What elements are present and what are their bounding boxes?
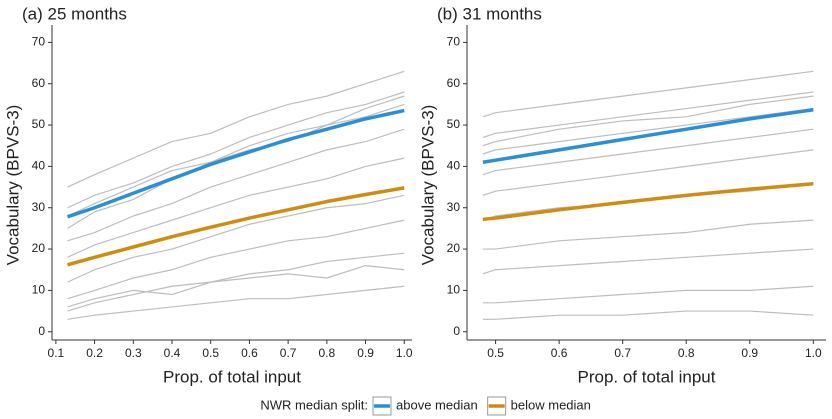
trajectory-line bbox=[482, 107, 814, 155]
fit-line bbox=[66, 108, 405, 219]
x-tick-label: 0.8 bbox=[678, 346, 695, 360]
trajectory-line bbox=[482, 310, 814, 320]
trajectory-line bbox=[67, 194, 405, 283]
trajectory-line bbox=[482, 219, 814, 250]
trajectory-line bbox=[482, 70, 814, 118]
y-tick-label: 10 bbox=[447, 283, 461, 297]
x-tick-label: 0.5 bbox=[202, 346, 219, 360]
y-tick-label: 60 bbox=[447, 76, 461, 90]
x-tick-label: 1.0 bbox=[396, 346, 413, 360]
trajectory-line bbox=[67, 157, 405, 258]
fit-line bbox=[482, 182, 814, 222]
x-tick-label: 0.3 bbox=[125, 346, 142, 360]
x-tick-label: 0.7 bbox=[614, 346, 631, 360]
x-tick-label: 0.6 bbox=[551, 346, 568, 360]
y-tick-label: 40 bbox=[447, 159, 461, 173]
trajectory-line bbox=[67, 285, 405, 320]
x-tick-label: 0.2 bbox=[86, 346, 103, 360]
y-tick-label: 40 bbox=[32, 159, 46, 173]
trajectory-line bbox=[67, 265, 405, 308]
y-tick-label: 20 bbox=[447, 241, 461, 255]
panel-title: (b) 31 months bbox=[437, 4, 542, 23]
x-tick-label: 0.1 bbox=[48, 346, 65, 360]
x-axis-label: Prop. of total input bbox=[163, 367, 301, 386]
fit-line bbox=[67, 186, 405, 267]
trajectory-line bbox=[67, 70, 405, 188]
trajectory-line bbox=[482, 248, 814, 275]
fit-line bbox=[482, 108, 814, 164]
panel-title: (a) 25 months bbox=[22, 4, 127, 23]
y-tick-label: 30 bbox=[32, 200, 46, 214]
trajectory-line bbox=[67, 219, 405, 300]
legend-title: NWR median split: bbox=[260, 397, 368, 412]
y-tick-label: 70 bbox=[447, 35, 461, 49]
y-tick-label: 30 bbox=[447, 200, 461, 214]
trajectory-line bbox=[482, 285, 814, 304]
y-tick-label: 20 bbox=[32, 241, 46, 255]
trajectory-line bbox=[67, 91, 405, 209]
y-tick-label: 50 bbox=[32, 117, 46, 131]
x-axis-label: Prop. of total input bbox=[578, 367, 716, 386]
x-tick-label: 0.9 bbox=[741, 346, 758, 360]
y-tick-label: 0 bbox=[453, 324, 460, 338]
x-tick-label: 0.9 bbox=[357, 346, 374, 360]
trajectory-line bbox=[67, 252, 405, 312]
trajectory-line bbox=[482, 128, 814, 176]
legend-label: above median bbox=[396, 397, 478, 412]
x-tick-label: 0.7 bbox=[280, 346, 297, 360]
trajectory-line bbox=[67, 95, 405, 217]
trajectory-line bbox=[482, 95, 814, 147]
y-tick-label: 70 bbox=[32, 35, 46, 49]
x-tick-label: 0.8 bbox=[318, 346, 335, 360]
y-tick-label: 60 bbox=[32, 76, 46, 90]
y-tick-label: 50 bbox=[447, 117, 461, 131]
x-tick-label: 0.5 bbox=[487, 346, 504, 360]
y-axis-label: Vocabulary (BPVS-3) bbox=[418, 105, 437, 266]
legend-label: below median bbox=[511, 397, 591, 412]
x-tick-label: 0.4 bbox=[164, 346, 181, 360]
trajectory-line bbox=[67, 103, 405, 229]
y-axis-label: Vocabulary (BPVS-3) bbox=[3, 105, 22, 266]
trajectory-line bbox=[482, 91, 814, 139]
x-tick-label: 1.0 bbox=[805, 346, 822, 360]
trajectory-line bbox=[67, 128, 405, 242]
x-tick-label: 0.6 bbox=[241, 346, 258, 360]
trajectory-line bbox=[482, 149, 814, 196]
y-tick-label: 0 bbox=[38, 324, 45, 338]
y-tick-label: 10 bbox=[32, 283, 46, 297]
